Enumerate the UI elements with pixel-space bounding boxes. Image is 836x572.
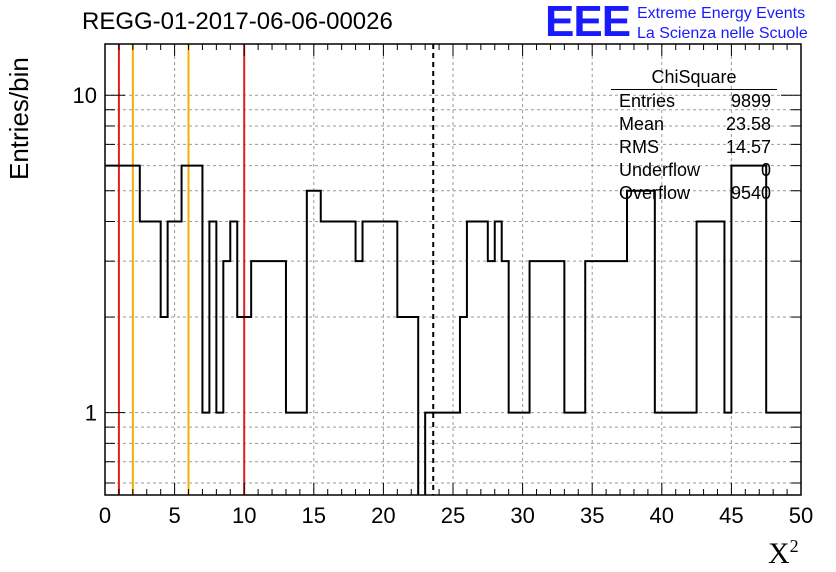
stats-row-mean: Mean 23.58 bbox=[611, 113, 777, 136]
x-tick-label: 25 bbox=[441, 503, 465, 528]
logo-line-1: Extreme Energy Events bbox=[637, 5, 806, 22]
y-tick-label: 10 bbox=[73, 83, 97, 108]
x-tick-label: 0 bbox=[99, 503, 111, 528]
logo-line-2: La Scienza nelle Scuole bbox=[637, 25, 808, 42]
stats-label: Overflow bbox=[619, 183, 691, 203]
stats-label: Entries bbox=[619, 91, 676, 111]
stats-label: Underflow bbox=[619, 160, 701, 180]
stats-value: 23.58 bbox=[725, 114, 771, 134]
chart-title: REGG-01-2017-06-06-00026 bbox=[82, 8, 393, 35]
histogram-line bbox=[105, 164, 801, 495]
stats-row-rms: RMS 14.57 bbox=[611, 136, 777, 159]
stats-label: RMS bbox=[619, 137, 659, 157]
x-tick-label: 20 bbox=[371, 503, 395, 528]
stats-value: 9899 bbox=[730, 91, 771, 111]
y-axis-label: Entries/bin bbox=[4, 57, 34, 180]
x-tick-label: 40 bbox=[650, 503, 674, 528]
stats-title: ChiSquare bbox=[611, 66, 777, 90]
x-axis-label-base: X bbox=[768, 537, 790, 570]
x-tick-label: 45 bbox=[719, 503, 743, 528]
logo-caption: Extreme Energy Events La Scienza nelle S… bbox=[637, 4, 808, 44]
plot-area bbox=[105, 44, 801, 495]
stats-value: 9540 bbox=[730, 183, 771, 203]
x-tick-label: 5 bbox=[168, 503, 180, 528]
eee-logo: EEE bbox=[545, 0, 631, 46]
stats-label: Mean bbox=[619, 114, 665, 134]
stats-box: ChiSquare Entries 9899 Mean 23.58 RMS 14.57… bbox=[611, 66, 777, 205]
stats-row-underflow: Underflow 0 bbox=[611, 159, 777, 182]
x-tick-label: 30 bbox=[510, 503, 534, 528]
x-tick-label: 10 bbox=[232, 503, 256, 528]
stats-value: 14.57 bbox=[725, 137, 771, 157]
stats-value: 0 bbox=[760, 160, 771, 180]
x-axis-label: X2 bbox=[768, 536, 799, 571]
x-axis-label-sup: 2 bbox=[789, 536, 799, 556]
y-tick-label: 1 bbox=[85, 401, 97, 426]
stats-row-entries: Entries 9899 bbox=[611, 90, 777, 113]
stats-row-overflow: Overflow 9540 bbox=[611, 182, 777, 205]
x-tick-label: 15 bbox=[302, 503, 326, 528]
x-tick-label: 35 bbox=[580, 503, 604, 528]
x-tick-label: 50 bbox=[789, 503, 813, 528]
